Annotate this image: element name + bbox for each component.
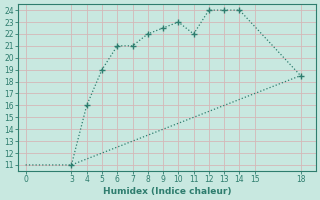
X-axis label: Humidex (Indice chaleur): Humidex (Indice chaleur) [103, 187, 231, 196]
